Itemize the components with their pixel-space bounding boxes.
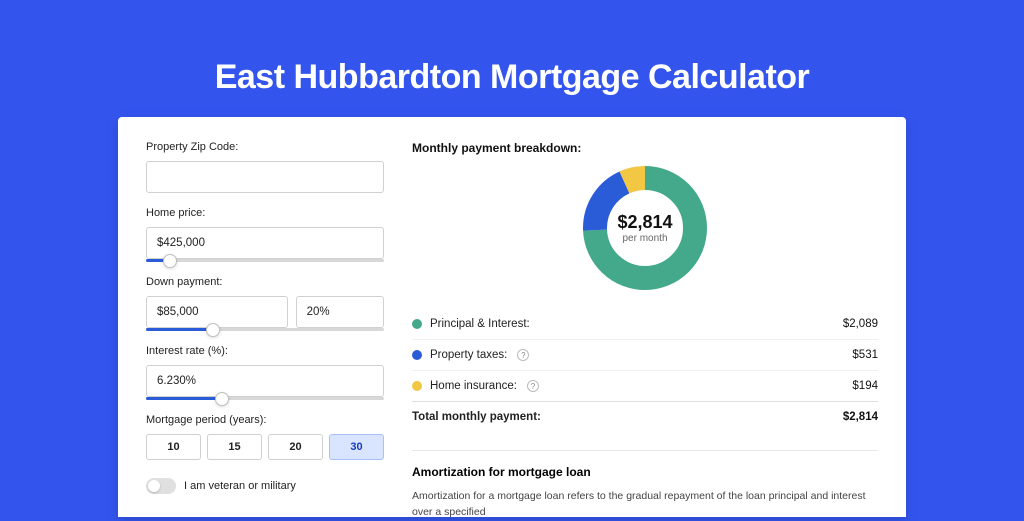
- mortgage-period-field-group: Mortgage period (years): 10152030: [146, 414, 384, 460]
- donut-amount: $2,814: [617, 212, 672, 233]
- info-icon[interactable]: ?: [517, 349, 529, 361]
- donut-chart-wrap: $2,814 per month: [412, 165, 878, 291]
- slider-thumb[interactable]: [215, 392, 229, 406]
- donut-sublabel: per month: [622, 233, 667, 244]
- period-button-30[interactable]: 30: [329, 434, 384, 460]
- legend-list: Principal & Interest: $2,089 Property taxe…: [412, 309, 878, 401]
- calculator-card: Property Zip Code: Home price: Down paym…: [118, 117, 906, 517]
- zip-field-group: Property Zip Code:: [146, 141, 384, 193]
- slider-thumb[interactable]: [206, 323, 220, 337]
- amortization-heading: Amortization for mortgage loan: [412, 450, 878, 479]
- amortization-text: Amortization for a mortgage loan refers …: [412, 489, 878, 521]
- legend-row: Principal & Interest: $2,089: [412, 309, 878, 339]
- legend-value: $194: [852, 380, 878, 392]
- period-button-10[interactable]: 10: [146, 434, 201, 460]
- legend-total-row: Total monthly payment: $2,814: [412, 401, 878, 432]
- legend-value: $2,089: [843, 318, 878, 330]
- toggle-knob: [148, 480, 160, 492]
- zip-label: Property Zip Code:: [146, 141, 384, 153]
- period-button-20[interactable]: 20: [268, 434, 323, 460]
- legend-row: Home insurance:? $194: [412, 370, 878, 401]
- legend-label: Property taxes:: [430, 349, 507, 361]
- home-price-input[interactable]: [146, 227, 384, 259]
- page-title: East Hubbardton Mortgage Calculator: [0, 0, 1024, 117]
- slider-thumb[interactable]: [163, 254, 177, 268]
- legend-row: Property taxes:? $531: [412, 339, 878, 370]
- veteran-toggle[interactable]: [146, 478, 176, 494]
- legend-value: $531: [852, 349, 878, 361]
- legend-dot: [412, 350, 422, 360]
- interest-rate-field-group: Interest rate (%):: [146, 345, 384, 400]
- interest-rate-slider[interactable]: [146, 397, 384, 400]
- home-price-slider[interactable]: [146, 259, 384, 262]
- interest-rate-input[interactable]: [146, 365, 384, 397]
- home-price-field-group: Home price:: [146, 207, 384, 262]
- breakdown-column: Monthly payment breakdown: $2,814 per mo…: [412, 141, 878, 517]
- legend-dot: [412, 319, 422, 329]
- total-value: $2,814: [843, 411, 878, 423]
- period-button-15[interactable]: 15: [207, 434, 262, 460]
- zip-input[interactable]: [146, 161, 384, 193]
- interest-rate-label: Interest rate (%):: [146, 345, 384, 357]
- mortgage-period-label: Mortgage period (years):: [146, 414, 384, 426]
- legend-label: Home insurance:: [430, 380, 517, 392]
- down-payment-label: Down payment:: [146, 276, 384, 288]
- legend-label: Principal & Interest:: [430, 318, 530, 330]
- down-payment-slider[interactable]: [146, 328, 384, 331]
- veteran-label: I am veteran or military: [184, 480, 296, 492]
- donut-chart: $2,814 per month: [582, 165, 708, 291]
- legend-dot: [412, 381, 422, 391]
- down-payment-field-group: Down payment:: [146, 276, 384, 331]
- down-payment-percent-input[interactable]: [296, 296, 384, 328]
- total-label: Total monthly payment:: [412, 411, 541, 423]
- home-price-label: Home price:: [146, 207, 384, 219]
- breakdown-heading: Monthly payment breakdown:: [412, 141, 878, 155]
- inputs-column: Property Zip Code: Home price: Down paym…: [146, 141, 384, 517]
- veteran-toggle-row: I am veteran or military: [146, 478, 384, 494]
- info-icon[interactable]: ?: [527, 380, 539, 392]
